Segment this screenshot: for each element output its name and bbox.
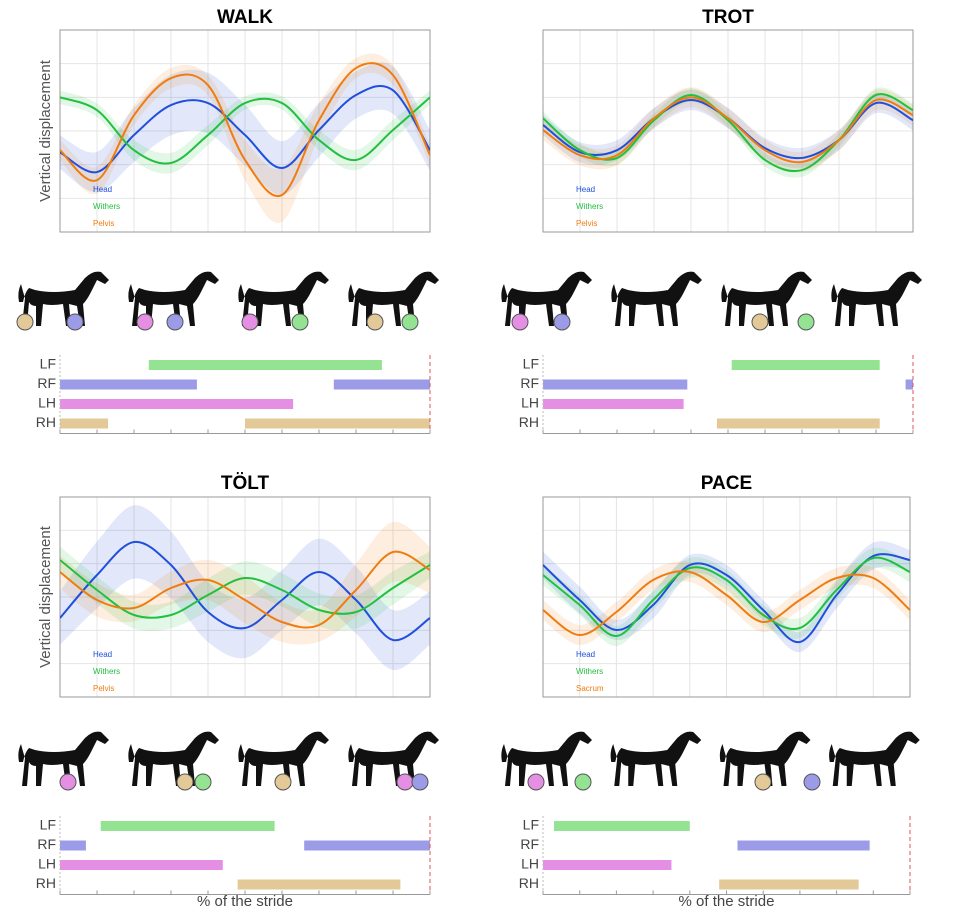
gait-row-label: RF [37,375,56,391]
page: WALK Vertical displacement Head Withers Pelv… [0,0,966,914]
legend-entry: Head [93,650,112,659]
gait-row-label: LF [523,356,539,372]
legend-entry: Withers [576,202,603,211]
hoof-marker [752,314,768,330]
hoof-marker [554,314,570,330]
hoof-marker [275,774,291,790]
horse-image [611,732,702,786]
stance-bar [60,419,108,429]
gait-row-label: RF [37,836,56,852]
panel-title: TÖLT [221,473,270,494]
hoof-marker [402,314,418,330]
hoof-marker [137,314,153,330]
hoof-marker [397,774,413,790]
gait-row-label: LH [38,395,56,411]
horse-image [831,272,922,326]
stance-bar [719,880,858,890]
gait-row-label: RF [520,375,539,391]
stance-bar [717,419,880,429]
legend-entry: Pelvis [576,219,597,228]
gait-row-label: LF [40,356,56,372]
gait-row-label: RH [36,414,56,430]
legend-entry: Head [576,185,595,194]
x-axis-label: % of the stride [197,893,293,909]
stance-bar [732,360,880,370]
legend-entry: Pelvis [93,684,114,693]
stance-bar [60,841,86,851]
horse-image [829,732,920,786]
hoof-marker [755,774,771,790]
legend-entry: Sacrum [576,684,604,693]
hoof-marker [292,314,308,330]
hoof-marker [798,314,814,330]
stance-bar [554,821,690,831]
stance-bar [304,841,430,851]
gait-row-label: LH [521,395,539,411]
stance-bar [149,360,382,370]
gait-row-label: RF [520,836,539,852]
hoof-marker [412,774,428,790]
figure: WALK Vertical displacement Head Withers Pelv… [0,0,966,909]
y-axis-label: Vertical displacement [37,525,54,668]
legend-entry: Withers [576,667,603,676]
hoof-marker [67,314,83,330]
stance-bar [543,399,684,409]
gait-row-label: RH [519,414,539,430]
hoof-marker [512,314,528,330]
gait-row-label: RH [519,875,539,891]
hoof-marker [575,774,591,790]
hoof-marker [60,774,76,790]
stance-bar [60,380,197,390]
stance-bar [60,860,223,870]
hoof-marker [195,774,211,790]
hoof-marker [167,314,183,330]
hoof-marker [17,314,33,330]
gait-row-label: LF [40,817,56,833]
stance-bar [238,880,401,890]
horse-image [348,272,439,326]
gait-row-label: LH [521,856,539,872]
legend-entry: Pelvis [93,219,114,228]
panel-title: PACE [701,473,752,494]
stance-bar [543,380,687,390]
stance-bar [101,821,275,831]
horse-image [611,272,702,326]
stance-bar [60,399,293,409]
hoof-marker [528,774,544,790]
legend-entry: Withers [93,202,120,211]
hoof-marker [177,774,193,790]
stance-bar [245,419,430,429]
gait-row-label: LF [523,817,539,833]
stance-bar [906,380,913,390]
y-axis-label: Vertical displacement [37,59,54,202]
hoof-marker [367,314,383,330]
legend-entry: Head [576,650,595,659]
legend-entry: Head [93,185,112,194]
hoof-marker [242,314,258,330]
panel-title: TROT [702,7,754,28]
panel-title: WALK [217,7,273,28]
stance-bar [543,860,671,870]
x-axis-label: % of the stride [679,893,775,909]
stance-bar [334,380,430,390]
gait-row-label: LH [38,856,56,872]
hoof-marker [804,774,820,790]
stance-bar [738,841,870,851]
legend-entry: Withers [93,667,120,676]
gait-row-label: RH [36,875,56,891]
